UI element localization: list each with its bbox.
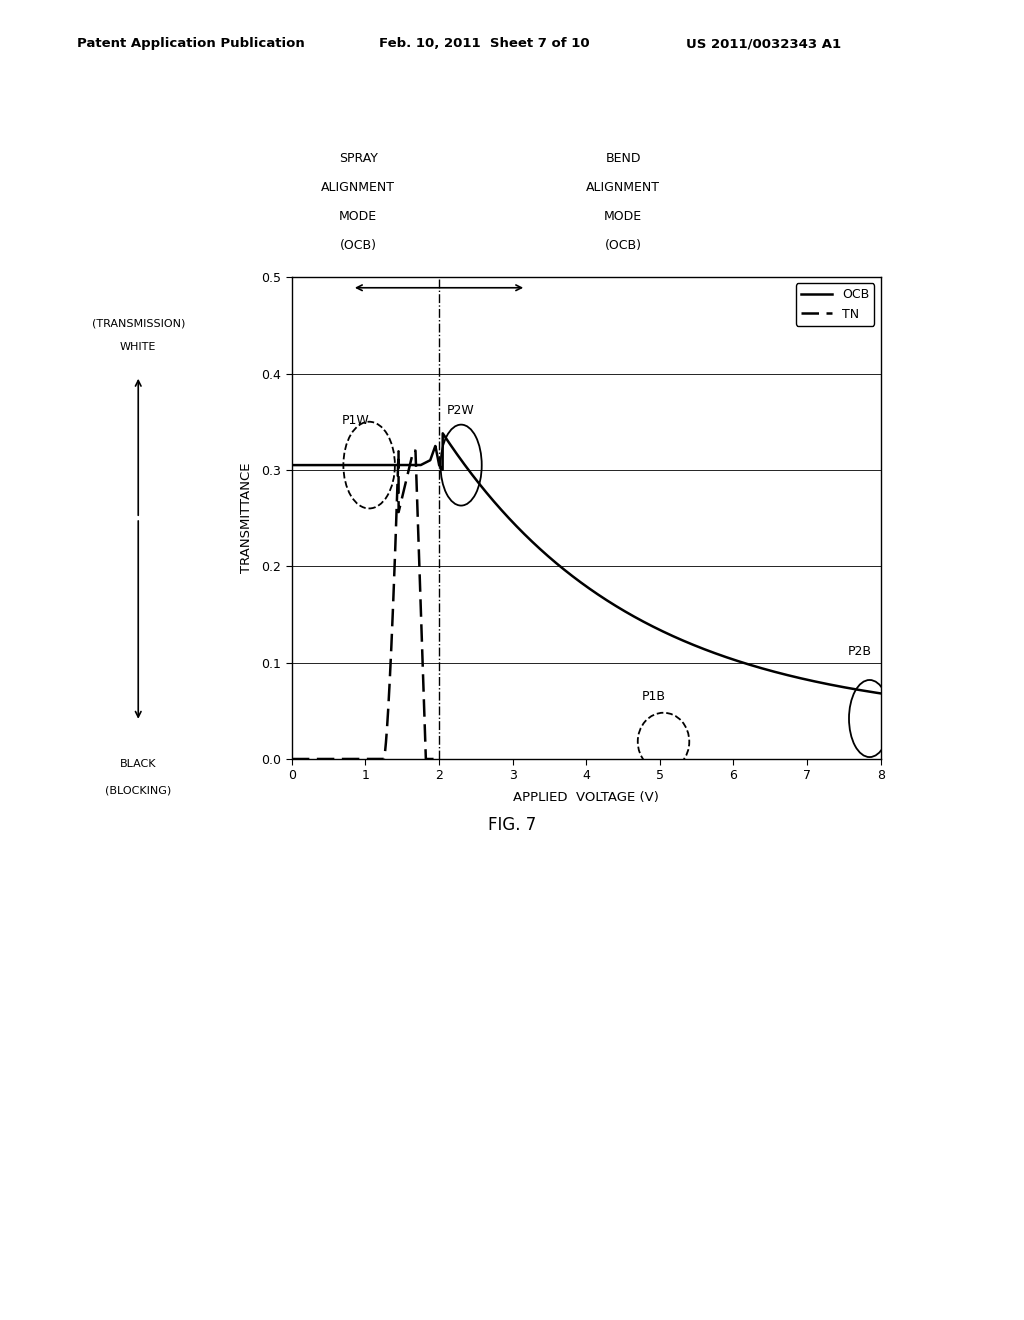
Text: (TRANSMISSION): (TRANSMISSION) [91, 318, 185, 329]
Text: (BLOCKING): (BLOCKING) [105, 785, 171, 796]
Text: P2B: P2B [848, 645, 871, 657]
Text: WHITE: WHITE [120, 342, 157, 352]
Text: ALIGNMENT: ALIGNMENT [586, 181, 660, 194]
Text: P1B: P1B [641, 690, 666, 704]
Text: Feb. 10, 2011  Sheet 7 of 10: Feb. 10, 2011 Sheet 7 of 10 [379, 37, 590, 50]
Text: BEND: BEND [605, 152, 641, 165]
Text: Patent Application Publication: Patent Application Publication [77, 37, 304, 50]
Text: MODE: MODE [339, 210, 377, 223]
Y-axis label: TRANSMITTANCE: TRANSMITTANCE [240, 463, 253, 573]
Text: US 2011/0032343 A1: US 2011/0032343 A1 [686, 37, 841, 50]
Text: (OCB): (OCB) [340, 239, 377, 252]
Text: (OCB): (OCB) [604, 239, 642, 252]
Text: P2W: P2W [446, 404, 474, 417]
Text: MODE: MODE [604, 210, 642, 223]
Text: P1W: P1W [342, 413, 370, 426]
Text: BLACK: BLACK [120, 759, 157, 770]
Legend: OCB, TN: OCB, TN [796, 284, 874, 326]
Text: FIG. 7: FIG. 7 [487, 816, 537, 834]
Text: ALIGNMENT: ALIGNMENT [322, 181, 395, 194]
Text: SPRAY: SPRAY [339, 152, 378, 165]
X-axis label: APPLIED  VOLTAGE (V): APPLIED VOLTAGE (V) [513, 791, 659, 804]
